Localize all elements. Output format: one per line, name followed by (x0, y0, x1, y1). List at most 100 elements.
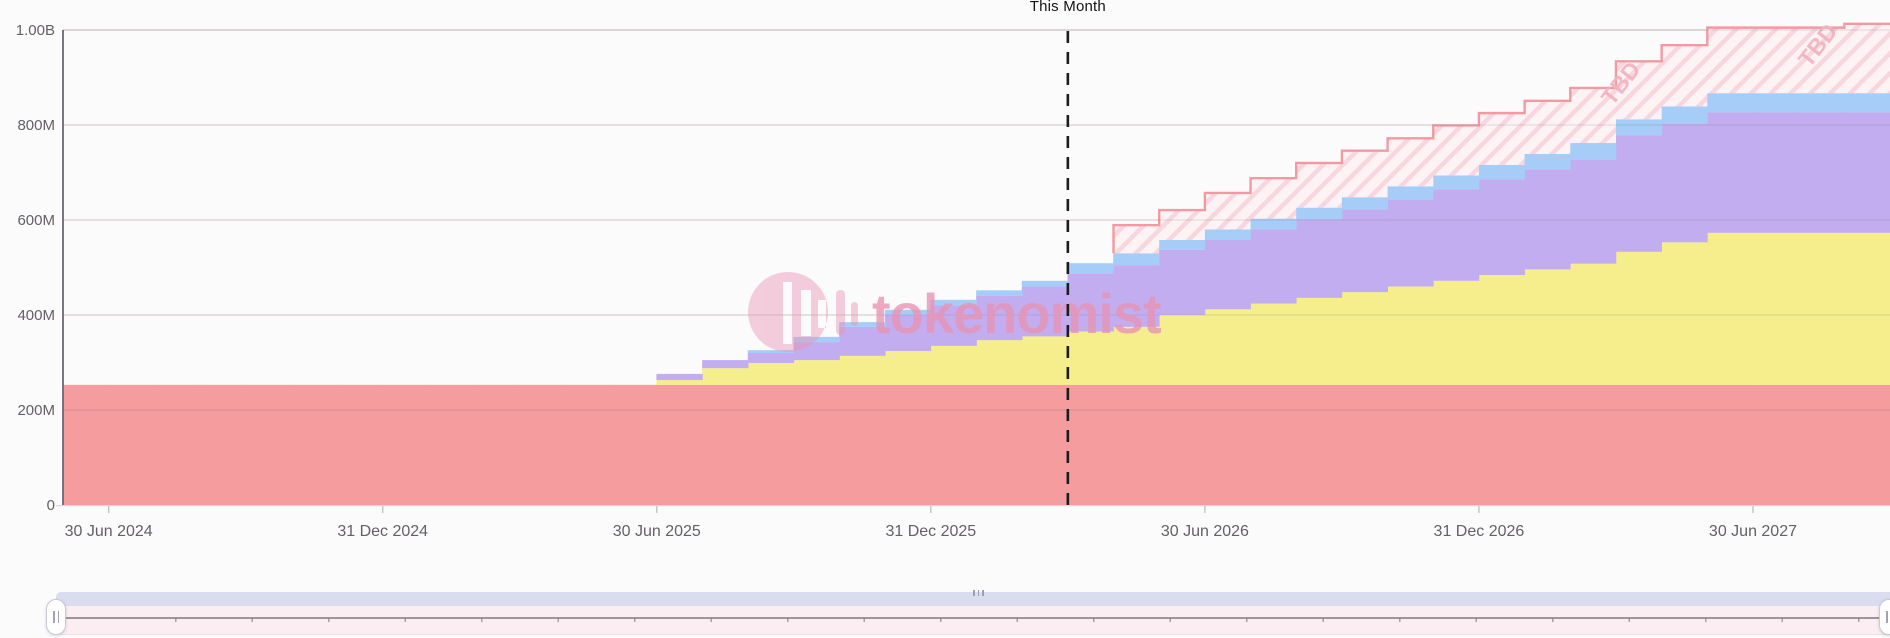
band-yellow-step[interactable] (656, 380, 703, 385)
band-blue-step[interactable] (1158, 239, 1206, 250)
band-purple-step[interactable] (747, 353, 795, 363)
band-purple-step[interactable] (1569, 159, 1617, 264)
band-yellow-step[interactable] (1295, 297, 1343, 385)
band-red-step[interactable] (930, 384, 977, 505)
band-red-step[interactable] (108, 384, 155, 505)
band-blue-step[interactable] (1798, 93, 1845, 113)
band-purple-step[interactable] (930, 305, 977, 346)
band-blue-step[interactable] (747, 350, 795, 353)
band-red-step[interactable] (1615, 384, 1662, 505)
band-red-step[interactable] (62, 384, 110, 505)
band-blue-step[interactable] (1250, 218, 1297, 230)
band-blue-step[interactable] (1021, 280, 1069, 287)
band-purple-step[interactable] (1843, 112, 1890, 233)
band-purple-step[interactable] (1706, 112, 1754, 233)
band-yellow-step[interactable] (976, 340, 1023, 385)
band-yellow-step[interactable] (747, 362, 795, 385)
band-purple-step[interactable] (976, 296, 1023, 341)
band-purple-step[interactable] (1432, 189, 1480, 281)
band-blue-step[interactable] (1067, 263, 1114, 274)
band-yellow-step[interactable] (1432, 280, 1480, 385)
band-purple-step[interactable] (793, 342, 840, 361)
band-purple-step[interactable] (1752, 112, 1799, 233)
band-yellow-step[interactable] (839, 355, 886, 385)
band-red-step[interactable] (1158, 384, 1206, 505)
band-yellow-step[interactable] (793, 360, 840, 385)
band-purple-step[interactable] (1021, 286, 1069, 337)
band-red-step[interactable] (1204, 384, 1251, 505)
band-red-step[interactable] (1021, 384, 1069, 505)
band-yellow-step[interactable] (1067, 331, 1114, 385)
band-purple-step[interactable] (1204, 239, 1251, 310)
band-red-step[interactable] (747, 384, 795, 505)
band-purple-step[interactable] (1478, 179, 1525, 276)
band-red-step[interactable] (1524, 384, 1571, 505)
band-yellow-step[interactable] (1615, 251, 1662, 385)
band-purple-step[interactable] (839, 326, 886, 356)
band-red-step[interactable] (839, 384, 886, 505)
band-blue-step[interactable] (1204, 229, 1251, 240)
band-blue-step[interactable] (1478, 164, 1525, 180)
band-purple-step[interactable] (1295, 219, 1343, 298)
band-purple-step[interactable] (1158, 249, 1206, 315)
band-purple-step[interactable] (1798, 112, 1845, 233)
band-blue-step[interactable] (1843, 93, 1890, 113)
band-red-step[interactable] (1798, 384, 1845, 505)
band-yellow-step[interactable] (884, 351, 932, 385)
band-purple-step[interactable] (1524, 169, 1571, 270)
band-red-step[interactable] (199, 384, 247, 505)
band-red-step[interactable] (336, 384, 384, 505)
band-purple-step[interactable] (884, 315, 932, 352)
band-yellow-step[interactable] (1752, 232, 1799, 385)
band-purple-step[interactable] (1615, 135, 1662, 252)
band-red-step[interactable] (565, 384, 612, 505)
band-red-step[interactable] (1843, 384, 1890, 505)
band-red-step[interactable] (519, 384, 566, 505)
band-blue-step[interactable] (1569, 143, 1617, 160)
band-yellow-step[interactable] (1113, 326, 1160, 385)
band-red-step[interactable] (1250, 384, 1297, 505)
band-red-step[interactable] (1752, 384, 1799, 505)
band-yellow-step[interactable] (1706, 232, 1754, 385)
band-blue-step[interactable] (1661, 106, 1708, 124)
band-blue-step[interactable] (1615, 119, 1662, 136)
band-red-step[interactable] (1341, 384, 1388, 505)
band-red-step[interactable] (291, 384, 338, 505)
band-red-step[interactable] (1432, 384, 1480, 505)
band-yellow-step[interactable] (1021, 336, 1069, 385)
band-blue-step[interactable] (1706, 93, 1754, 113)
band-red-step[interactable] (1067, 384, 1114, 505)
navigator-drag-grip[interactable] (973, 589, 984, 597)
band-yellow-step[interactable] (1843, 232, 1890, 385)
band-yellow-step[interactable] (1524, 269, 1571, 385)
band-yellow-step[interactable] (1478, 275, 1525, 385)
band-tbd-area[interactable] (1113, 23, 1890, 254)
band-red-step[interactable] (382, 384, 429, 505)
band-yellow-step[interactable] (1204, 309, 1251, 385)
band-red-step[interactable] (1478, 384, 1525, 505)
band-red-step[interactable] (154, 384, 201, 505)
band-yellow-step[interactable] (1661, 242, 1708, 385)
band-yellow-step[interactable] (1341, 292, 1388, 385)
band-purple-step[interactable] (1113, 265, 1160, 327)
band-red-step[interactable] (1661, 384, 1708, 505)
navigator-right-handle[interactable] (1879, 599, 1890, 635)
band-blue-step[interactable] (1387, 186, 1434, 200)
band-red-step[interactable] (1387, 384, 1434, 505)
band-purple-step[interactable] (1250, 229, 1297, 304)
band-blue-step[interactable] (839, 322, 886, 327)
band-yellow-step[interactable] (1798, 232, 1845, 385)
band-red-step[interactable] (884, 384, 932, 505)
band-red-step[interactable] (976, 384, 1023, 505)
band-blue-step[interactable] (1524, 153, 1571, 170)
band-purple-step[interactable] (1661, 123, 1708, 243)
navigator-selected-bar[interactable] (56, 592, 1890, 606)
navigator-left-handle[interactable] (46, 599, 66, 635)
band-purple-step[interactable] (1387, 199, 1434, 287)
band-blue-step[interactable] (1432, 175, 1480, 190)
band-red-step[interactable] (1295, 384, 1343, 505)
band-blue-step[interactable] (976, 290, 1023, 296)
band-yellow-step[interactable] (1250, 303, 1297, 385)
band-blue-step[interactable] (884, 309, 932, 315)
band-yellow-step[interactable] (930, 345, 977, 385)
